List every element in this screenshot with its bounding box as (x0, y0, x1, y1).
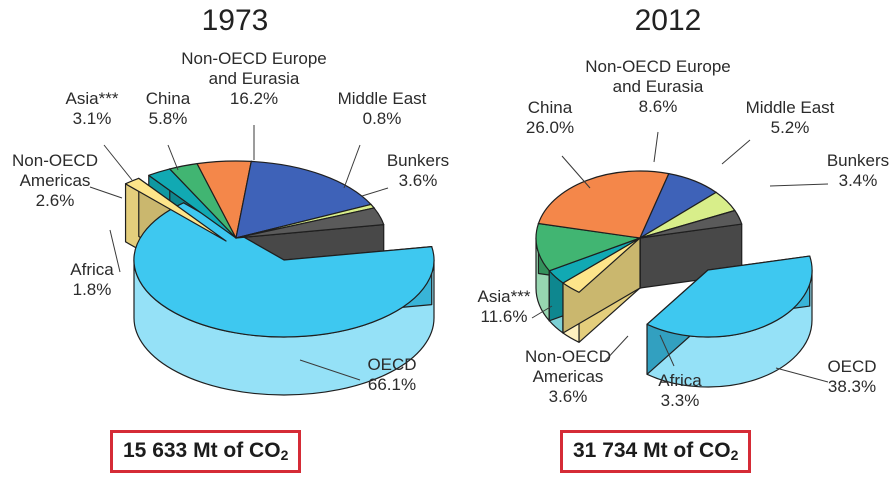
slice-value: 1.8% (73, 280, 112, 299)
total-value: 31 734 (573, 439, 638, 462)
slice-name-line: China (528, 98, 573, 117)
slice-name-line: Americas (20, 171, 91, 190)
pie-charts-group: OECD 66.1%Africa 1.8%Non-OECD Americas 2.6%A… (12, 49, 889, 410)
china-label: China 26.0% (526, 98, 574, 137)
slice-value: 3.6% (549, 387, 588, 406)
slice-name-line: China (146, 89, 191, 108)
africa-leader-line (109, 229, 121, 273)
slice-value: 3.3% (661, 391, 700, 410)
slice-value: 16.2% (230, 89, 278, 108)
slice-value: 66.1% (368, 375, 416, 394)
slice-name-line: OECD (367, 355, 416, 374)
oecd-label: OECD 38.3% (827, 357, 876, 396)
slice-name-line: Bunkers (827, 151, 889, 170)
slice-value: 2.6% (36, 191, 75, 210)
china-leader-line (167, 144, 179, 171)
asia-slice-top (535, 222, 641, 272)
china-leader-line (561, 155, 591, 189)
pie-2012: OECD 38.3%Africa 3.3%Non-OECD Americas 3.6%A… (478, 57, 890, 410)
chart-title-1973: 1973 (202, 4, 269, 37)
slice-name-line: Asia*** (66, 89, 119, 108)
slice-value: 3.6% (399, 171, 438, 190)
oecd-slice-top (646, 255, 813, 338)
non-oecd-americas-label: Non-OECD Americas 3.6% (525, 347, 611, 406)
slice-name-line: Africa (70, 260, 114, 279)
slice-value: 3.4% (839, 171, 878, 190)
middle-east-leader-line (721, 139, 751, 165)
china-slice-top (537, 170, 670, 239)
oecd-label: OECD 66.1% (367, 355, 416, 394)
non-oecd-americas-leader-line (603, 335, 629, 363)
slice-value: 26.0% (526, 118, 574, 137)
asia-label: Asia*** 3.1% (66, 89, 119, 128)
africa-label: Africa 3.3% (658, 371, 702, 410)
total-unit-subscript: 2 (730, 447, 739, 463)
chart-title-2012: 2012 (635, 4, 702, 37)
asia-leader-line (103, 144, 133, 181)
non-oecd-europe-and-eurasia-slice-top (235, 160, 372, 239)
slice-value: 5.8% (149, 109, 188, 128)
slice-value: 0.8% (363, 109, 402, 128)
total-value: 15 633 (123, 439, 188, 462)
slice-name-line: and Eurasia (613, 77, 704, 96)
middle-east-label: Middle East 5.2% (746, 98, 835, 137)
bunkers-slice-top (639, 209, 743, 239)
total-unit: Mt of CO (643, 439, 731, 462)
middle-east-label: Middle East 0.8% (338, 89, 427, 128)
asia-leader-line (531, 305, 553, 319)
bunkers-label: Bunkers 3.4% (827, 151, 889, 190)
non-oecd-europe-and-eurasia-leader-line (653, 131, 659, 163)
oecd-slice-top (133, 202, 435, 338)
slice-value: 11.6% (481, 307, 528, 326)
non-oecd-americas-leader-line (89, 186, 123, 199)
china-label: China 5.8% (146, 89, 191, 128)
slice-name-line: Non-OECD Europe (585, 57, 731, 76)
total-unit-subscript: 2 (280, 447, 289, 463)
africa-slice-top (124, 177, 227, 242)
slice-name-line: Americas (533, 367, 604, 386)
bunkers-leader-line (361, 187, 389, 197)
pie-1973: OECD 66.1%Africa 1.8%Non-OECD Americas 2.6%A… (12, 49, 449, 396)
bunkers-leader-line (769, 183, 829, 187)
africa-label: Africa 1.8% (70, 260, 114, 299)
africa-leader-line (659, 334, 675, 367)
non-oecd-europe-and-eurasia-label: Non-OECD Europe and Eurasia 16.2% (181, 49, 327, 108)
total-emissions-1973: 15 633 Mt of CO2 (110, 430, 302, 473)
slice-value: 3.1% (73, 109, 112, 128)
slice-name-line: Bunkers (387, 151, 449, 170)
slice-name-line: OECD (827, 357, 876, 376)
slice-name-line: Non-OECD Europe (181, 49, 327, 68)
slice-name-line: Non-OECD (12, 151, 98, 170)
oecd-leader-line (299, 359, 361, 381)
oecd-leader-line (775, 367, 829, 383)
middle-east-leader-line (343, 144, 361, 189)
slice-name-line: and Eurasia (209, 69, 300, 88)
non-oecd-europe-and-eurasia-label: Non-OECD Europe and Eurasia 8.6% (585, 57, 731, 116)
slice-name-line: Middle East (746, 98, 835, 117)
slice-name-line: Middle East (338, 89, 427, 108)
slice-name-line: Africa (658, 371, 702, 390)
bunkers-label: Bunkers 3.6% (387, 151, 449, 190)
slice-name-line: Non-OECD (525, 347, 611, 366)
asia-label: Asia*** 11.6% (478, 287, 531, 326)
slice-value: 38.3% (828, 377, 876, 396)
non-oecd-americas-label: Non-OECD Americas 2.6% (12, 151, 98, 210)
total-emissions-2012: 31 734 Mt of CO2 (560, 430, 752, 473)
bunkers-slice-top (235, 207, 385, 239)
total-unit: Mt of CO (193, 439, 281, 462)
slice-value: 5.2% (771, 118, 810, 137)
slice-name-line: Asia*** (478, 287, 531, 306)
slice-value: 8.6% (639, 97, 678, 116)
